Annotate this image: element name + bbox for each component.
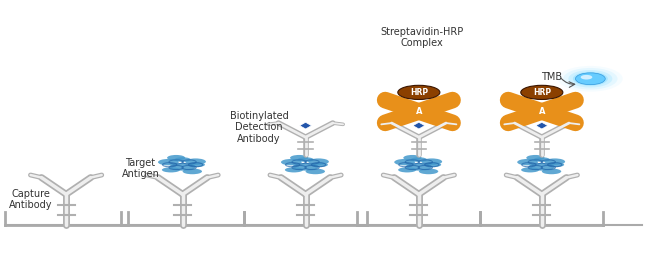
Text: Biotinylated
Detection
Antibody: Biotinylated Detection Antibody [229,111,289,144]
Ellipse shape [308,158,329,165]
Text: TMB: TMB [541,72,562,82]
Ellipse shape [411,157,427,162]
Ellipse shape [167,155,185,161]
Ellipse shape [174,157,190,162]
Circle shape [568,70,612,88]
Ellipse shape [170,163,196,171]
Ellipse shape [529,163,554,171]
Ellipse shape [521,85,563,100]
Ellipse shape [188,162,205,167]
Ellipse shape [403,155,421,161]
Ellipse shape [281,159,302,165]
Ellipse shape [185,158,206,165]
Ellipse shape [421,158,442,165]
Ellipse shape [290,155,308,161]
Text: Target
Antigen: Target Antigen [122,158,159,179]
Ellipse shape [419,168,438,174]
Ellipse shape [548,162,564,167]
Ellipse shape [425,162,441,167]
Ellipse shape [162,167,180,172]
Ellipse shape [395,159,415,165]
Ellipse shape [398,85,440,100]
Ellipse shape [292,163,318,171]
Circle shape [573,72,608,86]
Circle shape [404,106,433,117]
Ellipse shape [312,162,328,167]
Circle shape [563,68,618,89]
Circle shape [580,75,592,80]
Text: HRP: HRP [410,88,428,97]
Ellipse shape [545,158,565,165]
Circle shape [528,106,556,117]
Polygon shape [300,122,311,129]
Text: A: A [415,107,422,116]
Circle shape [558,66,623,92]
Text: HRP: HRP [533,88,551,97]
Ellipse shape [521,167,540,172]
Polygon shape [413,122,424,129]
Ellipse shape [526,155,545,161]
Text: Capture
Antibody: Capture Antibody [8,189,52,210]
Ellipse shape [306,168,325,174]
Ellipse shape [298,157,314,162]
Circle shape [575,73,605,85]
Ellipse shape [534,157,550,162]
Ellipse shape [183,168,202,174]
Ellipse shape [398,167,416,172]
Ellipse shape [542,168,561,174]
Ellipse shape [285,167,303,172]
Ellipse shape [517,159,538,165]
Ellipse shape [406,163,432,171]
Text: Streptavidin-HRP
Complex: Streptavidin-HRP Complex [380,27,463,48]
Ellipse shape [158,159,179,165]
Polygon shape [536,122,548,129]
Text: A: A [539,107,545,116]
